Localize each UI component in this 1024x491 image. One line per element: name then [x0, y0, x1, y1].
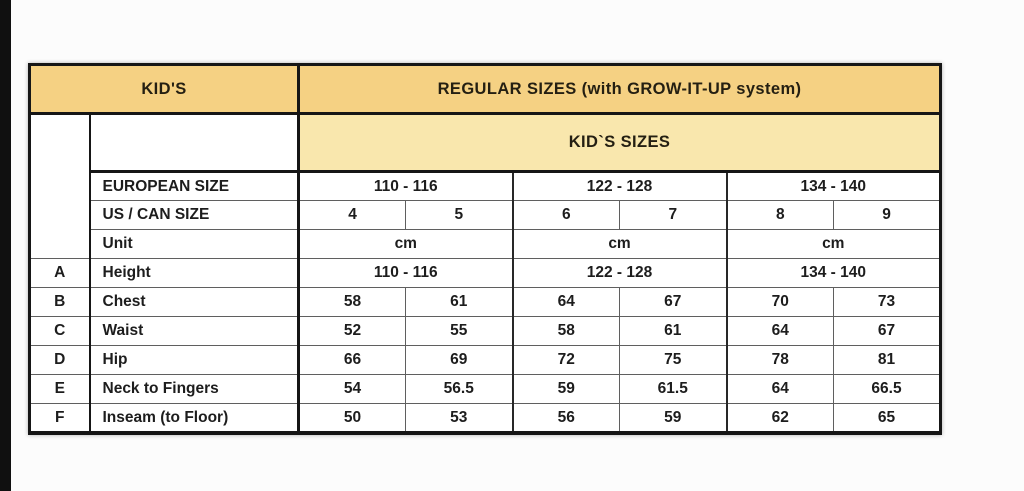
measure-value-cell: 81	[833, 345, 942, 376]
regular-sizes-header-cell: REGULAR SIZES (with GROW-IT-UP system)	[297, 63, 942, 116]
row-label-cell: US / CAN SIZE	[88, 200, 300, 231]
measure-value-cell: 134 - 140	[725, 258, 942, 289]
measure-value-cell: 122 - 128	[511, 258, 728, 289]
unit-value-cell: cm	[511, 229, 728, 260]
row-letter-cell: B	[29, 287, 91, 318]
neck-to-fingers-row: E Neck to Fingers 54 56.5 59 61.5 64 66.…	[29, 374, 942, 405]
measure-value-cell: 65	[833, 403, 942, 434]
measure-value-cell: 66.5	[833, 374, 942, 405]
measure-value-cell: 53	[405, 403, 514, 434]
left-black-bar	[0, 0, 11, 491]
row-letter-cell: D	[29, 345, 91, 376]
size-value-cell: 9	[833, 200, 942, 231]
row-letter-cell: A	[29, 258, 91, 289]
measure-value-cell: 73	[833, 287, 942, 318]
measure-value-cell: 50	[297, 403, 407, 434]
height-row: A Height 110 - 116 122 - 128 134 - 140	[29, 258, 942, 289]
measure-value-cell: 56	[511, 403, 621, 434]
letter-column-spacer-cell	[29, 113, 91, 260]
measure-value-cell: 64	[725, 316, 835, 347]
chest-row: B Chest 58 61 64 67 70 73	[29, 287, 942, 318]
waist-row: C Waist 52 55 58 61 64 67	[29, 316, 942, 347]
measure-value-cell: 70	[725, 287, 835, 318]
row-label-cell: Height	[88, 258, 300, 289]
row-label-cell: Chest	[88, 287, 300, 318]
kids-sizes-subheader-cell: KID`S SIZES	[297, 113, 942, 174]
row-label-cell: Unit	[88, 229, 300, 260]
measure-value-cell: 64	[511, 287, 621, 318]
measure-value-cell: 56.5	[405, 374, 514, 405]
hip-row: D Hip 66 69 72 75 78 81	[29, 345, 942, 376]
kids-size-chart-table: KID'S REGULAR SIZES (with GROW-IT-UP sys…	[28, 63, 943, 435]
measure-value-cell: 52	[297, 316, 407, 347]
row-label-cell: Waist	[88, 316, 300, 347]
size-value-cell: 8	[725, 200, 835, 231]
unit-value-cell: cm	[297, 229, 514, 260]
measure-value-cell: 62	[725, 403, 835, 434]
inseam-row: F Inseam (to Floor) 50 53 56 59 62 65	[29, 403, 942, 434]
measure-value-cell: 58	[511, 316, 621, 347]
subheader-row: KID`S SIZES	[29, 113, 942, 260]
unit-value-cell: cm	[725, 229, 942, 260]
us-can-size-row: US / CAN SIZE 4 5 6 7 8 9	[30, 200, 942, 231]
measure-value-cell: 75	[619, 345, 728, 376]
european-size-row: EUROPEAN SIZE 110 - 116 122 - 128 134 - …	[30, 171, 942, 202]
measure-value-cell: 78	[725, 345, 835, 376]
measure-value-cell: 58	[297, 287, 407, 318]
measure-value-cell: 110 - 116	[297, 258, 514, 289]
kids-header-cell: KID'S	[28, 63, 300, 116]
measure-value-cell: 59	[619, 403, 728, 434]
measure-value-cell: 69	[405, 345, 514, 376]
label-column-spacer-cell	[88, 113, 300, 174]
measure-value-cell: 59	[511, 374, 621, 405]
measure-value-cell: 61	[619, 316, 728, 347]
table-header-row: KID'S REGULAR SIZES (with GROW-IT-UP sys…	[28, 63, 942, 116]
unit-row: Unit cm cm cm	[30, 229, 942, 260]
size-value-cell: 5	[405, 200, 514, 231]
row-label-cell: Inseam (to Floor)	[88, 403, 300, 434]
size-value-cell: 7	[619, 200, 728, 231]
size-value-cell: 6	[511, 200, 621, 231]
size-value-cell: 122 - 128	[511, 171, 728, 202]
row-letter-cell: F	[29, 403, 91, 434]
row-label-cell: Hip	[88, 345, 300, 376]
measure-value-cell: 67	[833, 316, 942, 347]
measure-value-cell: 61.5	[619, 374, 728, 405]
measure-value-cell: 61	[405, 287, 514, 318]
measure-value-cell: 54	[297, 374, 407, 405]
row-letter-cell: C	[29, 316, 91, 347]
measure-value-cell: 67	[619, 287, 728, 318]
measure-value-cell: 64	[725, 374, 835, 405]
row-label-cell: EUROPEAN SIZE	[88, 171, 300, 202]
measure-value-cell: 66	[297, 345, 407, 376]
measure-value-cell: 55	[405, 316, 514, 347]
size-value-cell: 4	[297, 200, 407, 231]
row-label-cell: Neck to Fingers	[88, 374, 300, 405]
size-value-cell: 134 - 140	[725, 171, 942, 202]
measure-value-cell: 72	[511, 345, 621, 376]
size-value-cell: 110 - 116	[297, 171, 514, 202]
row-letter-cell: E	[29, 374, 91, 405]
